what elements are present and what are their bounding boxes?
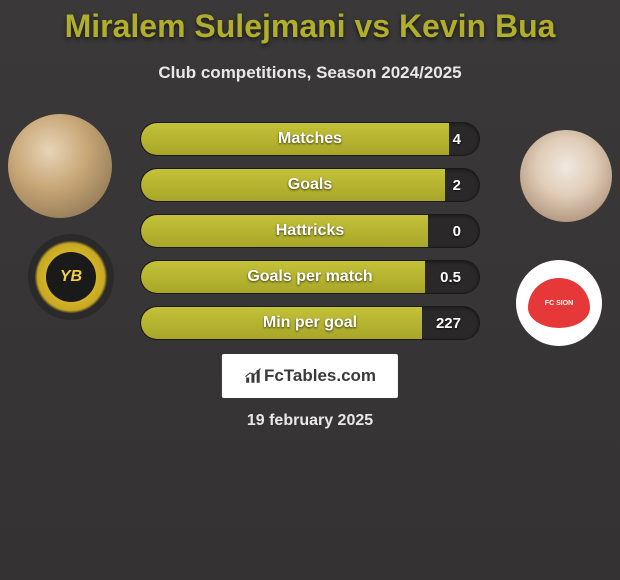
player-right-avatar: [520, 130, 612, 222]
stat-value: 0.5: [440, 261, 461, 293]
club-right-badge-text: FC SION: [528, 278, 590, 328]
stat-label: Hattricks: [141, 215, 479, 247]
date-label: 19 february 2025: [0, 412, 620, 430]
stat-row-goals: Goals 2: [140, 168, 480, 202]
stat-row-goals-per-match: Goals per match 0.5: [140, 260, 480, 294]
stat-value: 2: [453, 169, 461, 201]
player-left-avatar: [8, 114, 112, 218]
page-title: Miralem Sulejmani vs Kevin Bua: [0, 0, 620, 45]
stat-value: 227: [436, 307, 461, 339]
stat-label: Min per goal: [141, 307, 479, 339]
stat-value: 4: [453, 123, 461, 155]
chart-icon: [244, 367, 262, 385]
club-left-logo: YB: [28, 234, 114, 320]
stat-value: 0: [453, 215, 461, 247]
stat-row-hattricks: Hattricks 0: [140, 214, 480, 248]
club-right-logo: FC SION: [516, 260, 602, 346]
attribution-text: FcTables.com: [264, 366, 376, 386]
season-subtitle: Club competitions, Season 2024/2025: [0, 63, 620, 83]
stat-label: Goals per match: [141, 261, 479, 293]
attribution-badge[interactable]: FcTables.com: [222, 354, 398, 398]
stats-area: Matches 4 Goals 2 Hattricks 0 Goals per …: [140, 122, 480, 352]
stat-row-min-per-goal: Min per goal 227: [140, 306, 480, 340]
stat-label: Goals: [141, 169, 479, 201]
club-left-badge-text: YB: [46, 252, 96, 302]
stat-label: Matches: [141, 123, 479, 155]
stat-row-matches: Matches 4: [140, 122, 480, 156]
